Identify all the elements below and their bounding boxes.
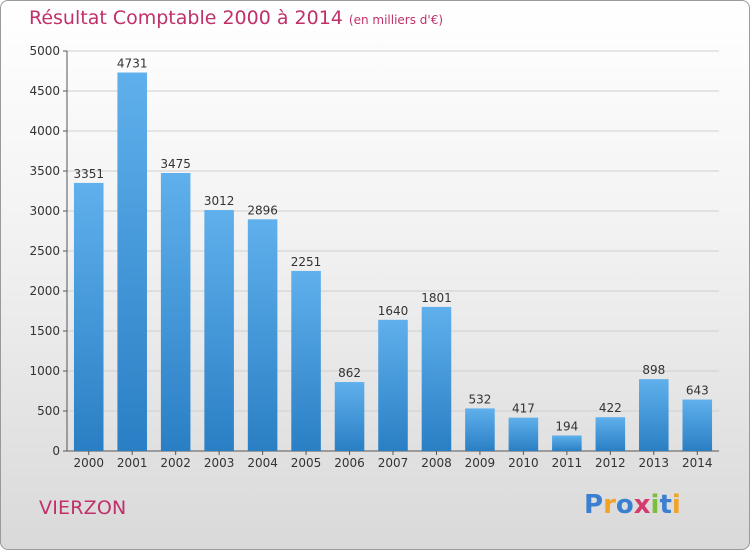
- x-tick-label: 2013: [639, 456, 670, 470]
- x-tick-label: 2011: [552, 456, 583, 470]
- bar-value-label: 422: [599, 401, 622, 415]
- bar: [552, 435, 582, 451]
- bar-value-label: 417: [512, 402, 535, 416]
- bar-value-label: 862: [338, 366, 361, 380]
- bar-value-label: 3351: [73, 167, 104, 181]
- y-tick-label: 1000: [29, 364, 60, 378]
- x-tick-label: 2001: [117, 456, 148, 470]
- y-tick-label: 5000: [29, 44, 60, 58]
- x-tick-label: 2010: [508, 456, 539, 470]
- bar: [595, 417, 626, 451]
- bar: [508, 417, 539, 451]
- bar-value-label: 4731: [117, 57, 148, 71]
- bar: [421, 306, 452, 451]
- y-tick-label: 2500: [29, 244, 60, 258]
- x-tick-label: 2005: [291, 456, 322, 470]
- bar: [465, 408, 495, 451]
- bar: [160, 173, 191, 451]
- bar: [73, 182, 104, 452]
- bar-value-label: 3012: [204, 194, 235, 208]
- bar: [204, 210, 234, 451]
- bar-value-label: 1801: [421, 291, 452, 305]
- place-name: VIERZON: [39, 497, 127, 519]
- proxiti-logo: Proxiti: [584, 490, 681, 520]
- y-tick-label: 500: [37, 404, 60, 418]
- bar-value-label: 898: [642, 363, 665, 377]
- logo-letter: r: [603, 490, 616, 520]
- logo-letter: P: [584, 490, 604, 520]
- x-tick-label: 2009: [465, 456, 496, 470]
- logo-letter: i: [650, 490, 660, 520]
- y-tick-label: 2000: [29, 284, 60, 298]
- logo-letter: x: [633, 490, 651, 520]
- chart-subtitle: (en milliers d'€): [348, 13, 444, 27]
- logo-letter: o: [615, 490, 634, 520]
- bar: [682, 399, 713, 451]
- x-tick-label: 2012: [595, 456, 626, 470]
- y-tick-label: 3000: [29, 204, 60, 218]
- y-tick-label: 1500: [29, 324, 60, 338]
- y-tick-label: 4000: [29, 124, 60, 138]
- logo-letter: t: [659, 490, 672, 520]
- bar: [378, 319, 408, 451]
- chart-title-text: Résultat Comptable 2000 à 2014: [29, 7, 343, 29]
- bar: [639, 379, 669, 451]
- x-tick-label: 2007: [378, 456, 409, 470]
- bar-value-label: 2896: [247, 203, 278, 217]
- y-tick-label: 4500: [29, 84, 60, 98]
- bar-value-label: 3475: [160, 157, 191, 171]
- logo-letter: i: [671, 490, 681, 520]
- x-tick-label: 2003: [204, 456, 235, 470]
- bar: [334, 382, 365, 451]
- bar-value-label: 2251: [291, 255, 322, 269]
- bar: [247, 219, 278, 451]
- bar: [291, 270, 321, 451]
- bar: [117, 72, 147, 452]
- y-tick-label: 3500: [29, 164, 60, 178]
- x-tick-label: 2000: [73, 456, 104, 470]
- bar-value-label: 643: [686, 384, 709, 398]
- x-tick-label: 2008: [421, 456, 452, 470]
- bar-value-label: 532: [468, 392, 491, 406]
- bar-value-label: 1640: [378, 304, 409, 318]
- y-tick-label: 0: [52, 444, 60, 458]
- x-tick-label: 2014: [682, 456, 713, 470]
- bar-value-label: 194: [555, 419, 578, 433]
- x-tick-label: 2002: [160, 456, 191, 470]
- x-tick-label: 2004: [247, 456, 278, 470]
- chart-title: Résultat Comptable 2000 à 2014 (en millie…: [29, 7, 443, 29]
- x-tick-label: 2006: [334, 456, 365, 470]
